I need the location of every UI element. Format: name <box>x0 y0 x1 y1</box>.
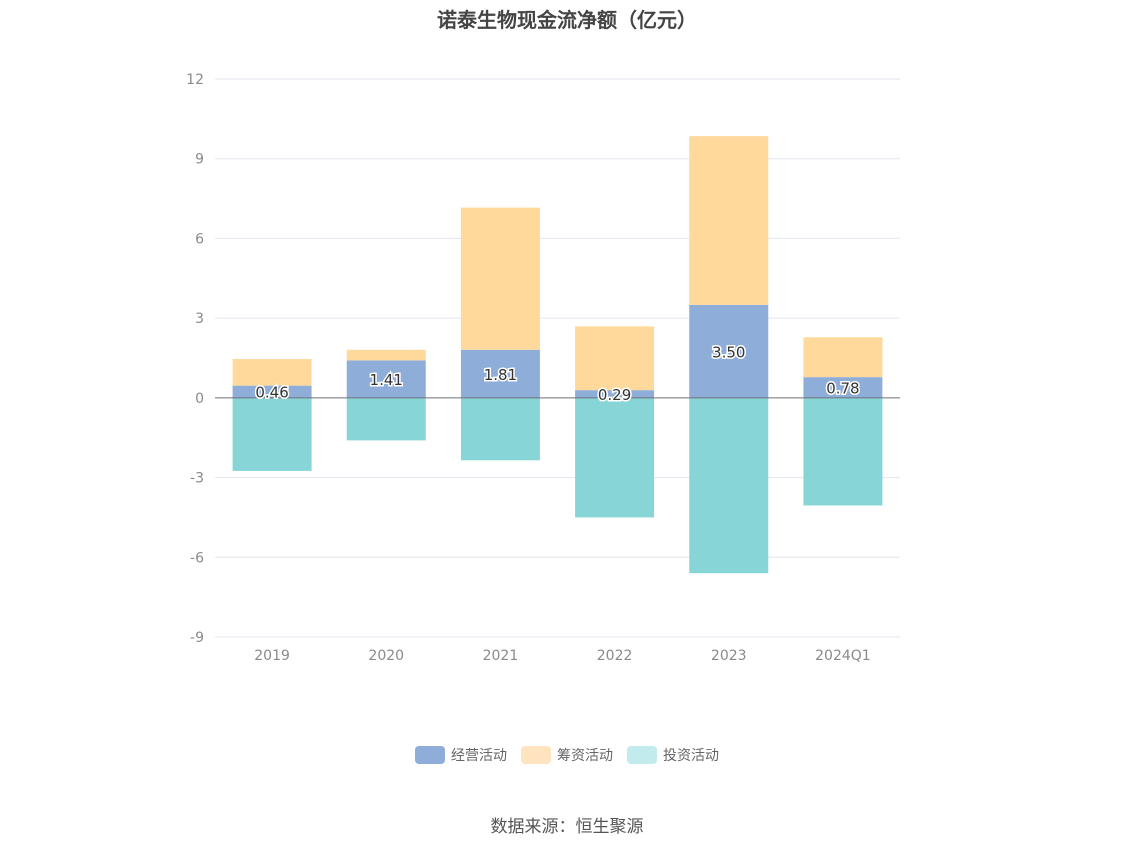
legend-item-investing[interactable]: 投资活动 <box>627 745 719 765</box>
chart-plot: 12 9 6 3 0 -3 -6 -9 2019 2020 2021 2022 2023 2024Q1 0.… <box>186 72 900 664</box>
bar-financing-2024Q1 <box>803 337 883 378</box>
chart-title: 诺泰生物现金流净额（亿元） <box>437 8 697 32</box>
data-label-operating-2023: 3.50 <box>712 343 745 361</box>
source-note: 数据来源：恒生聚源 <box>490 817 644 837</box>
y-tick-label: 0 <box>195 391 204 407</box>
data-label-operating-2022: 0.29 <box>598 386 631 404</box>
bar-investing-2021 <box>460 397 540 461</box>
y-tick-label: -6 <box>190 550 204 566</box>
x-tick-label: 2021 <box>483 648 519 664</box>
y-tick-label: 12 <box>186 72 204 88</box>
legend-swatch-financing <box>521 746 551 764</box>
bar-operating-2020 <box>346 360 426 398</box>
bar-operating-2022 <box>575 390 655 398</box>
x-tick-label: 2022 <box>597 648 633 664</box>
y-tick-label: 6 <box>195 231 204 247</box>
bar-investing-2019 <box>232 397 312 471</box>
bar-financing-2021 <box>460 207 540 350</box>
y-tick-label: -9 <box>190 630 204 646</box>
bar-financing-2019 <box>232 359 312 386</box>
data-label-operating-2024Q1: 0.78 <box>826 379 859 397</box>
data-label-operating-2021: 1.81 <box>484 366 517 384</box>
x-tick-label: 2024Q1 <box>815 648 871 664</box>
data-label-operating-2019: 0.46 <box>255 384 288 402</box>
x-tick-label: 2023 <box>711 648 747 664</box>
legend-item-operating[interactable]: 经营活动 <box>415 745 507 765</box>
bar-investing-2022 <box>575 397 655 518</box>
bar-financing-2022 <box>575 326 655 391</box>
legend-label-financing: 筹资活动 <box>557 748 613 764</box>
data-label-operating-2020: 1.41 <box>370 371 403 389</box>
x-tick-label: 2019 <box>254 648 290 664</box>
y-tick-label: 9 <box>195 152 204 168</box>
legend-item-financing[interactable]: 筹资活动 <box>521 745 613 765</box>
bar-operating-2024Q1 <box>803 377 883 398</box>
bar-operating-2023 <box>689 304 769 398</box>
bar-operating-2019 <box>232 385 312 398</box>
y-tick-label: 3 <box>195 311 204 327</box>
bar-investing-2020 <box>346 397 426 441</box>
legend-swatch-operating <box>415 746 445 764</box>
legend-label-investing: 投资活动 <box>663 748 719 764</box>
bar-financing-2023 <box>689 136 769 305</box>
y-tick-label: -3 <box>190 471 204 487</box>
legend: 经营活动 筹资活动 投资活动 <box>0 745 1134 765</box>
bar-financing-2020 <box>346 349 426 361</box>
bar-operating-2021 <box>460 349 540 398</box>
legend-swatch-investing <box>627 746 657 764</box>
x-tick-label: 2020 <box>368 648 404 664</box>
bar-investing-2024Q1 <box>803 397 883 506</box>
legend-label-operating: 经营活动 <box>451 748 507 764</box>
bar-investing-2023 <box>689 397 769 574</box>
